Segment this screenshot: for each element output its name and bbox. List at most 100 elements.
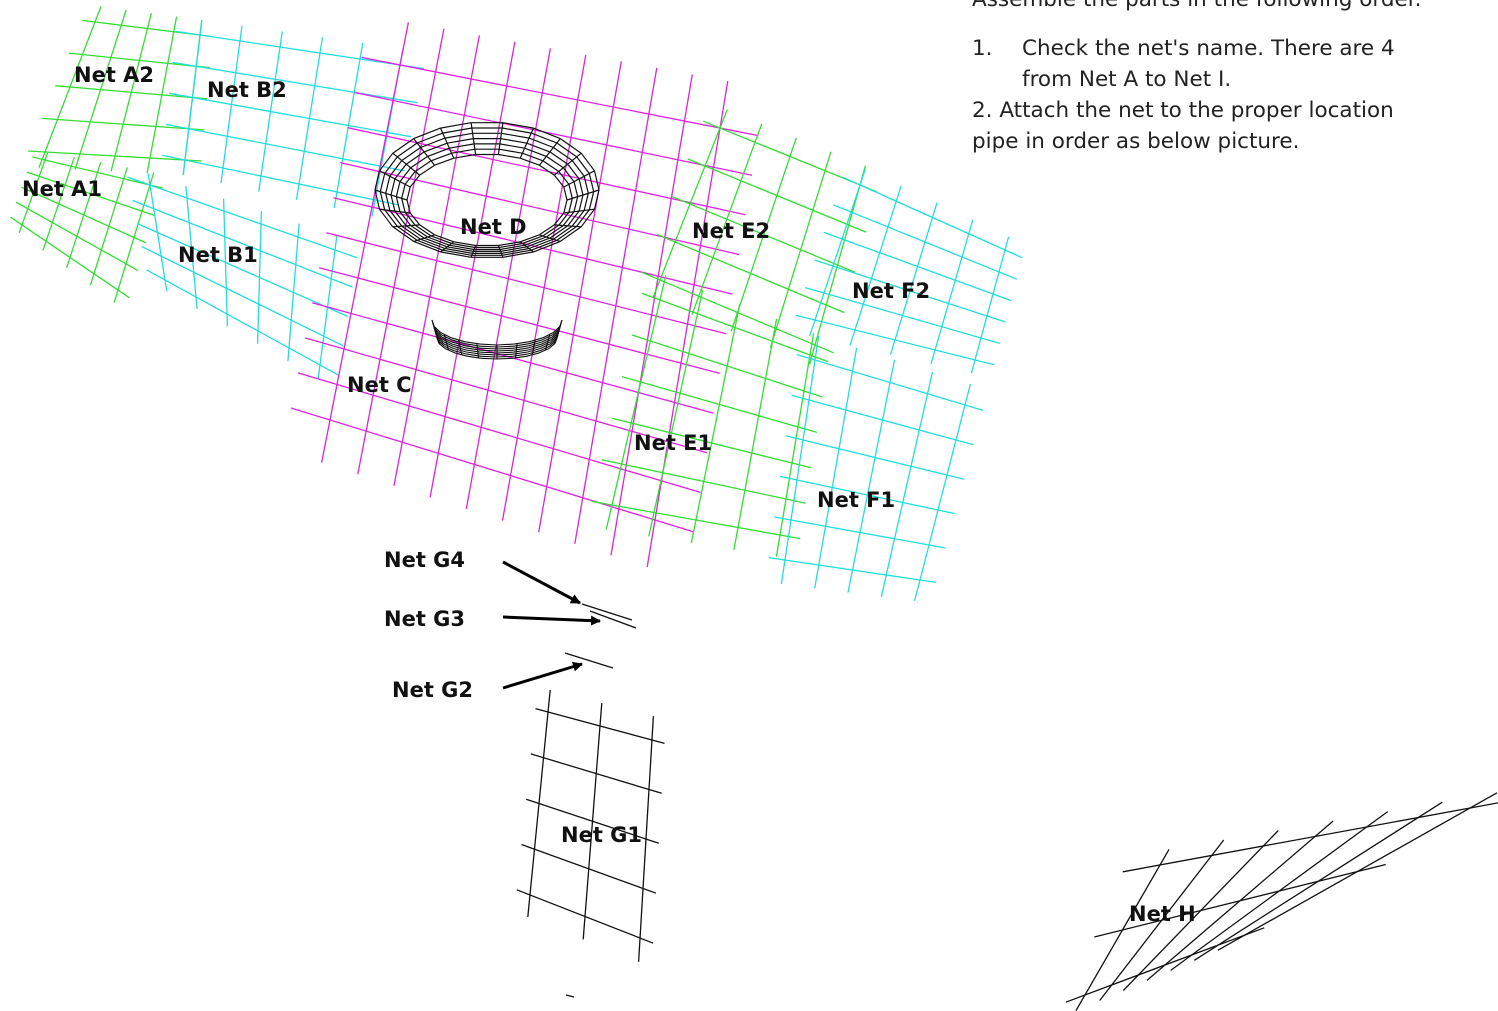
pipe-wall-line [539,347,550,354]
mesh-line [146,269,339,376]
pipe-ring-line [531,239,558,251]
pipe-ring-line [499,143,525,149]
net-g3-strip [589,610,637,629]
pipe-ring-line [578,194,584,212]
pipe-ring-line [427,236,450,246]
pipe-wall-line [542,332,554,339]
pipe-ring-line [576,209,590,227]
mesh-line [535,707,665,745]
pipe-wall-line [529,337,544,343]
pipe-wall-line [513,345,529,349]
arrow-g4 [502,560,581,605]
mesh-line [656,233,845,314]
pipe-ring-line [394,210,407,227]
mesh-line [361,56,759,137]
mesh-line [354,91,753,176]
pipe-ring-line [389,160,403,177]
mesh-line [340,161,740,256]
pipe-ring-line [500,138,528,144]
mesh-line [611,417,812,469]
mesh-line [516,889,654,944]
pipe-wall-line [466,355,482,359]
pipe-ring-line [542,224,560,237]
pipe-ring-line [395,196,401,212]
pipe-ring-line [573,181,579,197]
mesh-line [808,168,867,337]
pipe-spoke-line [563,208,595,214]
pipe-wall-line [527,347,541,353]
pipe-wall-line [465,347,481,351]
pipe-wall-line [496,349,514,352]
mesh-line [1065,927,1265,1003]
pipe-ring-line [546,155,564,169]
pipe-ring-line [392,226,415,242]
pipe-ring-line [583,176,589,194]
mesh-line [775,333,815,557]
mesh-line [913,383,972,602]
pipe-wall-line [451,341,466,347]
pipe-ring-line [446,138,474,144]
pipe-wall-line [442,341,454,347]
pipe-ring-line [401,198,406,213]
pipe-spoke-line [379,208,411,214]
mesh-line [733,318,778,551]
pipe-wall-line [513,341,530,345]
pipe-ring-line [528,238,554,250]
pipe-ring-line [416,132,443,144]
pipe-wall-line [496,353,513,356]
pipe-wall-line [540,341,552,347]
pipe-ring-line [404,211,416,226]
pipe-wall-line [531,340,536,356]
pipe-ring-line [583,193,589,211]
pipe-ring-line [502,251,534,258]
pipe-ring-line [559,138,582,154]
pipe-wall-line [496,343,514,346]
pipe-ring-line [434,234,455,243]
pipe-wall-line [480,345,498,348]
mesh-line [26,171,155,217]
mesh-line [796,353,984,412]
pipe-ring-line [416,239,443,251]
mesh-line [168,92,412,138]
label-net-e2: Net E2 [692,219,770,243]
pipe-ring-line [549,151,569,165]
pipe-wall-line [480,349,498,352]
pipe-ring-line [379,208,394,228]
net-a1-mesh [10,151,163,303]
pipe-ring-line [399,167,412,182]
mesh-line [15,201,139,271]
pipe-ring-line [499,244,525,251]
pipe-wall-line [440,332,452,339]
pipe-ring-line [558,211,570,226]
pipe-wall-line [553,327,560,345]
pipe-wall-line [528,341,543,347]
mesh-line [347,126,746,216]
mesh-line [768,556,937,584]
pipe-ring-line [500,246,528,252]
pipe-wall-line [436,337,440,344]
mesh-line [849,185,902,346]
pipe-ring-line [549,225,569,239]
pipe-ring-line [449,143,475,149]
mesh-line [880,371,934,597]
pipe-wall-line [481,353,498,356]
pipe-wall-line [465,349,481,353]
mesh-line [1122,802,1498,873]
pipe-wall-line [441,336,453,343]
label-net-a2: Net A2 [74,63,154,87]
pipe-ring-line [449,244,475,251]
pipe-ring-line [396,142,418,158]
pipe-wall-line [512,351,528,355]
pipe-ring-line [394,163,407,180]
pipe-ring-line [519,234,540,243]
pipe-ring-line [563,199,568,214]
pipe-ring-line [396,225,418,241]
pipe-spoke-line [563,170,595,188]
mesh-line [319,267,720,375]
pipe-wall-line [514,343,518,359]
pipe-wall-line [444,345,455,352]
mesh-line [641,292,829,363]
pipe-ring-line [390,178,396,196]
net-d-pipe-mesh [374,122,600,360]
pipe-ring-line [563,186,568,201]
